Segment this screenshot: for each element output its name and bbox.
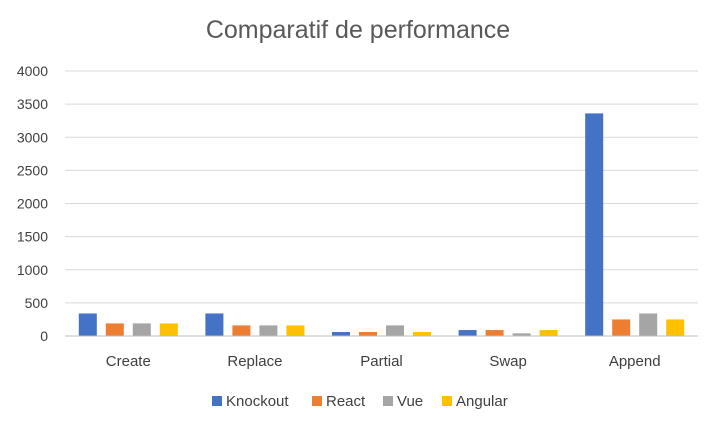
chart-title: Comparatif de performance (206, 16, 510, 44)
x-category-label: Partial (360, 353, 403, 370)
bar-knockout-replace (205, 313, 224, 336)
legend-label: Knockout (226, 393, 289, 410)
legend-swatch (383, 396, 393, 406)
bar-knockout-append (585, 113, 604, 337)
x-category-label: Swap (489, 353, 527, 370)
legend-label: React (326, 393, 366, 410)
bar-angular-partial (413, 332, 431, 336)
y-tick-label: 0 (40, 328, 48, 344)
bar-angular-swap (539, 330, 558, 336)
bar-vue-partial (386, 325, 404, 336)
legend-swatch (312, 396, 322, 406)
y-tick-label: 2500 (17, 162, 48, 178)
bar-vue-create (132, 323, 151, 336)
legend-item-react: React (312, 393, 366, 410)
legend-item-vue: Vue (383, 393, 423, 410)
legend-swatch (442, 396, 452, 406)
legend-label: Angular (456, 393, 508, 410)
bar-react-create (105, 323, 124, 336)
bar-vue-swap (512, 333, 531, 336)
bar-react-swap (485, 330, 504, 336)
x-category-label: Append (609, 353, 661, 370)
y-tick-label: 3000 (17, 129, 48, 145)
legend-swatch (212, 396, 222, 406)
y-tick-label: 1000 (17, 262, 48, 278)
bar-angular-replace (286, 325, 305, 336)
legend-item-angular: Angular (442, 393, 508, 410)
y-tick-label: 3500 (17, 96, 48, 112)
bars (78, 113, 685, 337)
legend-item-knockout: Knockout (212, 393, 289, 410)
y-tick-label: 4000 (17, 63, 48, 79)
legend-label: Vue (397, 393, 423, 410)
legend: Knockout React Vue Angular (212, 393, 508, 410)
y-tick-label: 500 (25, 295, 49, 311)
bar-knockout-create (78, 313, 97, 336)
bar-vue-replace (259, 325, 278, 336)
y-tick-label: 1500 (17, 229, 48, 245)
y-tick-label: 2000 (17, 196, 48, 212)
bar-react-partial (359, 332, 377, 336)
bar-react-append (612, 319, 631, 336)
bar-knockout-partial (332, 332, 350, 336)
x-category-label: Create (106, 353, 151, 370)
bar-react-replace (232, 325, 251, 336)
y-axis-ticks: 0 500 1000 1500 2000 2500 3000 3500 4000 (17, 63, 48, 344)
bar-angular-append (666, 319, 685, 336)
x-axis-categories: Create Replace Partial Swap Append (106, 353, 661, 370)
bar-vue-append (639, 313, 658, 336)
bar-angular-create (159, 323, 178, 336)
x-category-label: Replace (227, 353, 282, 370)
gridlines (65, 70, 698, 304)
bar-knockout-swap (458, 330, 477, 336)
